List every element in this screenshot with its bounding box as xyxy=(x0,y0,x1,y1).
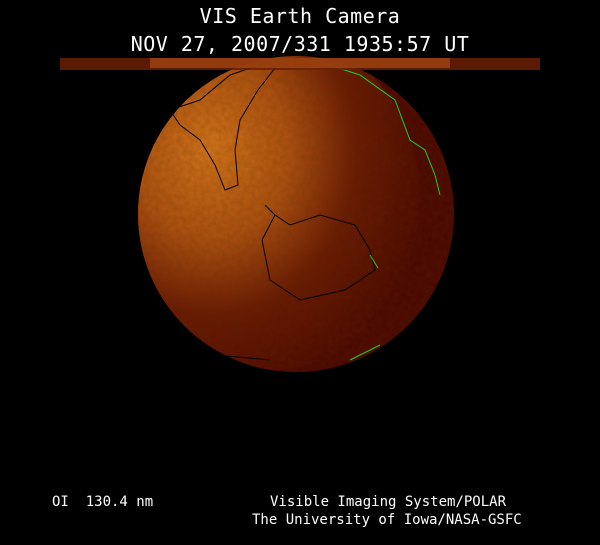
wavelength-label: OI 130.4 nm xyxy=(52,494,154,510)
instrument-label: Visible Imaging System/POLAR xyxy=(270,494,507,510)
coastline-south-america xyxy=(169,61,276,191)
institution-label: The University of Iowa/NASA-GSFC xyxy=(252,512,522,528)
coastline-antarctica xyxy=(261,204,376,301)
coastline-night xyxy=(319,61,441,361)
image-timestamp: NOV 27, 2007/331 1935:57 UT xyxy=(130,32,470,56)
image-title: VIS Earth Camera xyxy=(199,4,401,28)
